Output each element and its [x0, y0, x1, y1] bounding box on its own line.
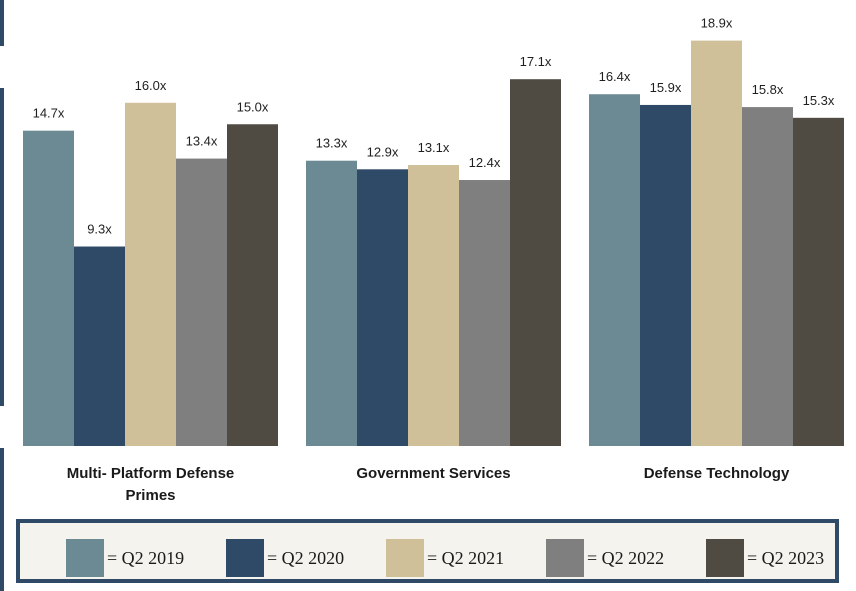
data-label: 12.4x — [469, 155, 501, 170]
data-label: 13.4x — [186, 134, 218, 149]
category-label: Government Services — [356, 465, 510, 482]
legend-swatch-q2-2019 — [66, 539, 104, 577]
bar-q2-2020-cat-0 — [74, 246, 125, 446]
bar-q2-2020-cat-1 — [357, 169, 408, 447]
data-label: 15.3x — [803, 93, 835, 108]
legend: = Q2 2019 = Q2 2020 = Q2 2021 = Q2 2022 … — [16, 519, 839, 583]
legend-swatch-q2-2020 — [226, 539, 264, 577]
legend-swatch-q2-2021 — [386, 539, 424, 577]
bar-q2-2022-cat-0 — [176, 158, 227, 446]
bar-q2-2020-cat-2 — [640, 104, 691, 446]
legend-label-q2-2019: = Q2 2019 — [107, 547, 185, 568]
bar-q2-2022-cat-2 — [742, 107, 793, 446]
data-label: 17.1x — [520, 54, 552, 69]
data-label: 16.0x — [135, 78, 167, 93]
legend-label-q2-2021: = Q2 2021 — [427, 547, 505, 568]
data-label: 14.7x — [33, 106, 65, 121]
data-label: 13.1x — [418, 140, 450, 155]
legend-swatch-q2-2022 — [546, 539, 584, 577]
category-label: Primes — [125, 487, 175, 504]
data-label: 15.8x — [752, 82, 784, 97]
data-label: 13.3x — [316, 136, 348, 151]
legend-item-q2-2023: = Q2 2023 — [706, 539, 824, 577]
data-label: 16.4x — [599, 69, 631, 84]
bar-q2-2023-cat-0 — [227, 124, 278, 446]
data-label: 9.3x — [87, 222, 112, 237]
edge-accent-bottom — [0, 448, 4, 591]
data-label: 15.9x — [650, 80, 682, 95]
bar-q2-2021-cat-1 — [408, 165, 459, 446]
bar-q2-2023-cat-1 — [510, 79, 561, 446]
data-label: 15.0x — [237, 99, 269, 114]
edge-accent-middle — [0, 88, 4, 406]
edge-accent-top — [0, 0, 4, 46]
data-label: 18.9x — [701, 16, 733, 31]
category-label: Defense Technology — [644, 465, 790, 482]
data-label: 12.9x — [367, 144, 399, 159]
category-label: Multi- Platform Defense — [67, 465, 235, 482]
legend-item-q2-2020: = Q2 2020 — [226, 539, 344, 577]
legend-label-q2-2020: = Q2 2020 — [267, 547, 345, 568]
legend-item-q2-2021: = Q2 2021 — [386, 539, 504, 577]
bar-q2-2023-cat-2 — [793, 117, 844, 446]
bar-chart: 14.7x 9.3x 16.0x 13.4x 15.0x Multi- Platform … — [23, 16, 844, 504]
bar-q2-2021-cat-2 — [691, 40, 742, 446]
legend-item-q2-2022: = Q2 2022 — [546, 539, 664, 577]
legend-label-q2-2023: = Q2 2023 — [747, 547, 825, 568]
legend-swatch-q2-2023 — [706, 539, 744, 577]
bar-q2-2019-cat-2 — [589, 94, 640, 446]
legend-item-q2-2019: = Q2 2019 — [66, 539, 184, 577]
bar-q2-2019-cat-1 — [306, 160, 357, 446]
bar-q2-2021-cat-0 — [125, 102, 176, 447]
bar-q2-2022-cat-1 — [459, 180, 510, 446]
legend-label-q2-2022: = Q2 2022 — [587, 547, 665, 568]
bar-q2-2019-cat-0 — [23, 130, 74, 446]
